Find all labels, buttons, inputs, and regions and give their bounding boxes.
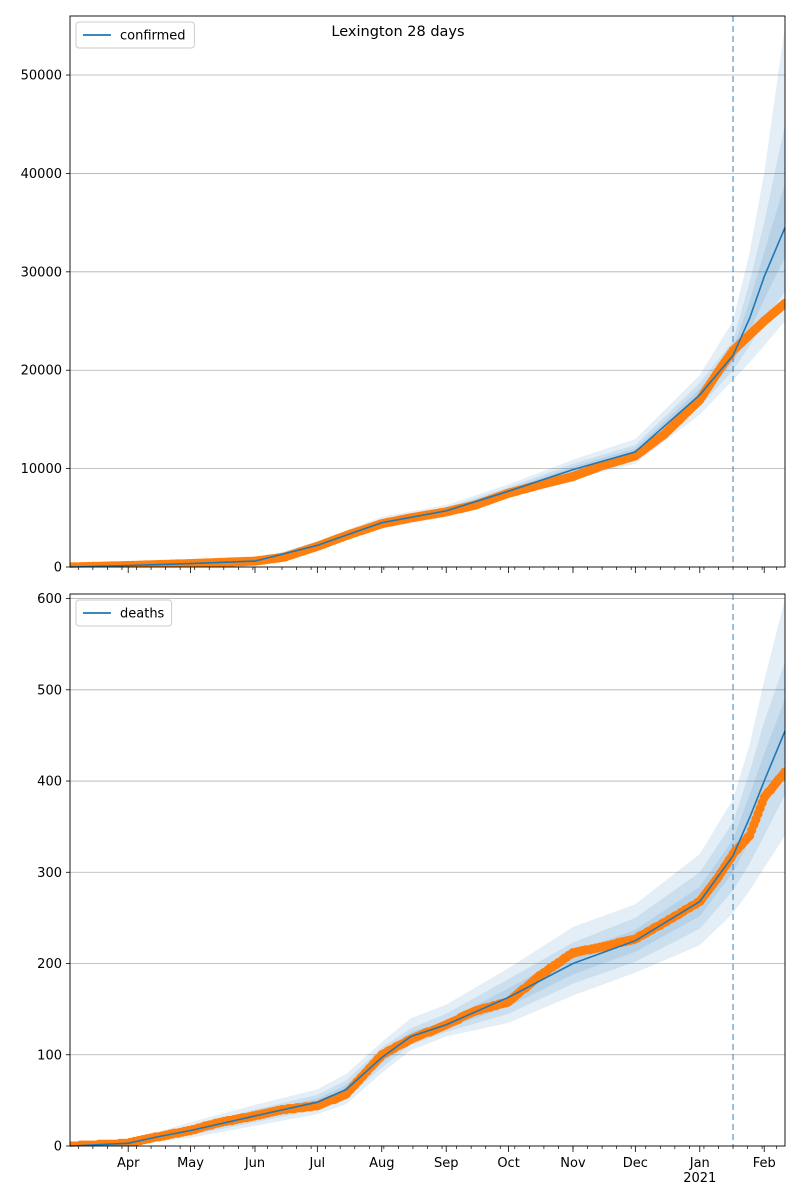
uncertainty-band-2 <box>70 698 785 1146</box>
y-tick-label: 30000 <box>21 265 62 280</box>
y-tick-label: 400 <box>37 775 62 790</box>
observed-point <box>780 767 785 777</box>
x-tick-label: Feb <box>753 1156 776 1171</box>
uncertainty-band-1 <box>70 124 785 567</box>
model-line <box>69 227 786 568</box>
legend-label: deaths <box>120 607 165 622</box>
confirmed-panel: 0 10000 20000 30000 40000 50000 confirmed <box>21 15 786 576</box>
observed-point <box>780 298 785 308</box>
y-tick-label: 100 <box>37 1048 62 1063</box>
x-tick-label: Jul <box>308 1156 325 1171</box>
y-tick-label: 50000 <box>21 69 62 84</box>
y-tick-label: 40000 <box>21 167 62 182</box>
x-tick-label: Sep <box>434 1156 459 1171</box>
legend: confirmed <box>75 21 195 49</box>
y-tick-label: 0 <box>54 1140 62 1155</box>
x-tick-label: Jun <box>244 1156 265 1171</box>
observed-points <box>70 298 785 567</box>
y-tick-label: 0 <box>54 561 62 576</box>
uncertainty-bands <box>70 25 785 567</box>
x-tick-label: Dec <box>623 1156 648 1171</box>
x-tick-label: Aug <box>369 1156 394 1171</box>
legend-label: confirmed <box>120 29 186 44</box>
y-tick-label: 600 <box>37 592 62 607</box>
legend: deaths <box>75 599 173 627</box>
x-tick-label: Jan <box>689 1156 710 1171</box>
observed-points <box>70 767 785 1146</box>
y-tick-label: 300 <box>37 866 62 881</box>
x-tick-label: May <box>177 1156 204 1171</box>
plot-frame <box>69 593 786 1147</box>
x-tick-label: Apr <box>117 1156 140 1171</box>
x-year-label: 2021 <box>683 1171 716 1186</box>
y-tick-label: 20000 <box>21 364 62 379</box>
y-tick-label: 500 <box>37 683 62 698</box>
y-tick-label: 10000 <box>21 462 62 477</box>
x-tick-label: Nov <box>560 1156 586 1171</box>
model-line <box>69 730 786 1147</box>
plot-frame <box>69 15 786 568</box>
chart-title: Lexington 28 days <box>331 24 464 40</box>
legend-box <box>75 599 173 627</box>
uncertainty-band-0 <box>70 25 785 567</box>
legend-box <box>75 21 195 49</box>
x-tick-label: Oct <box>497 1156 519 1171</box>
y-tick-label: 200 <box>37 957 62 972</box>
deaths-panel: 0 100 200 300 400 500 600 Apr May Jun Jul Aug Sep Oct… <box>37 592 786 1186</box>
